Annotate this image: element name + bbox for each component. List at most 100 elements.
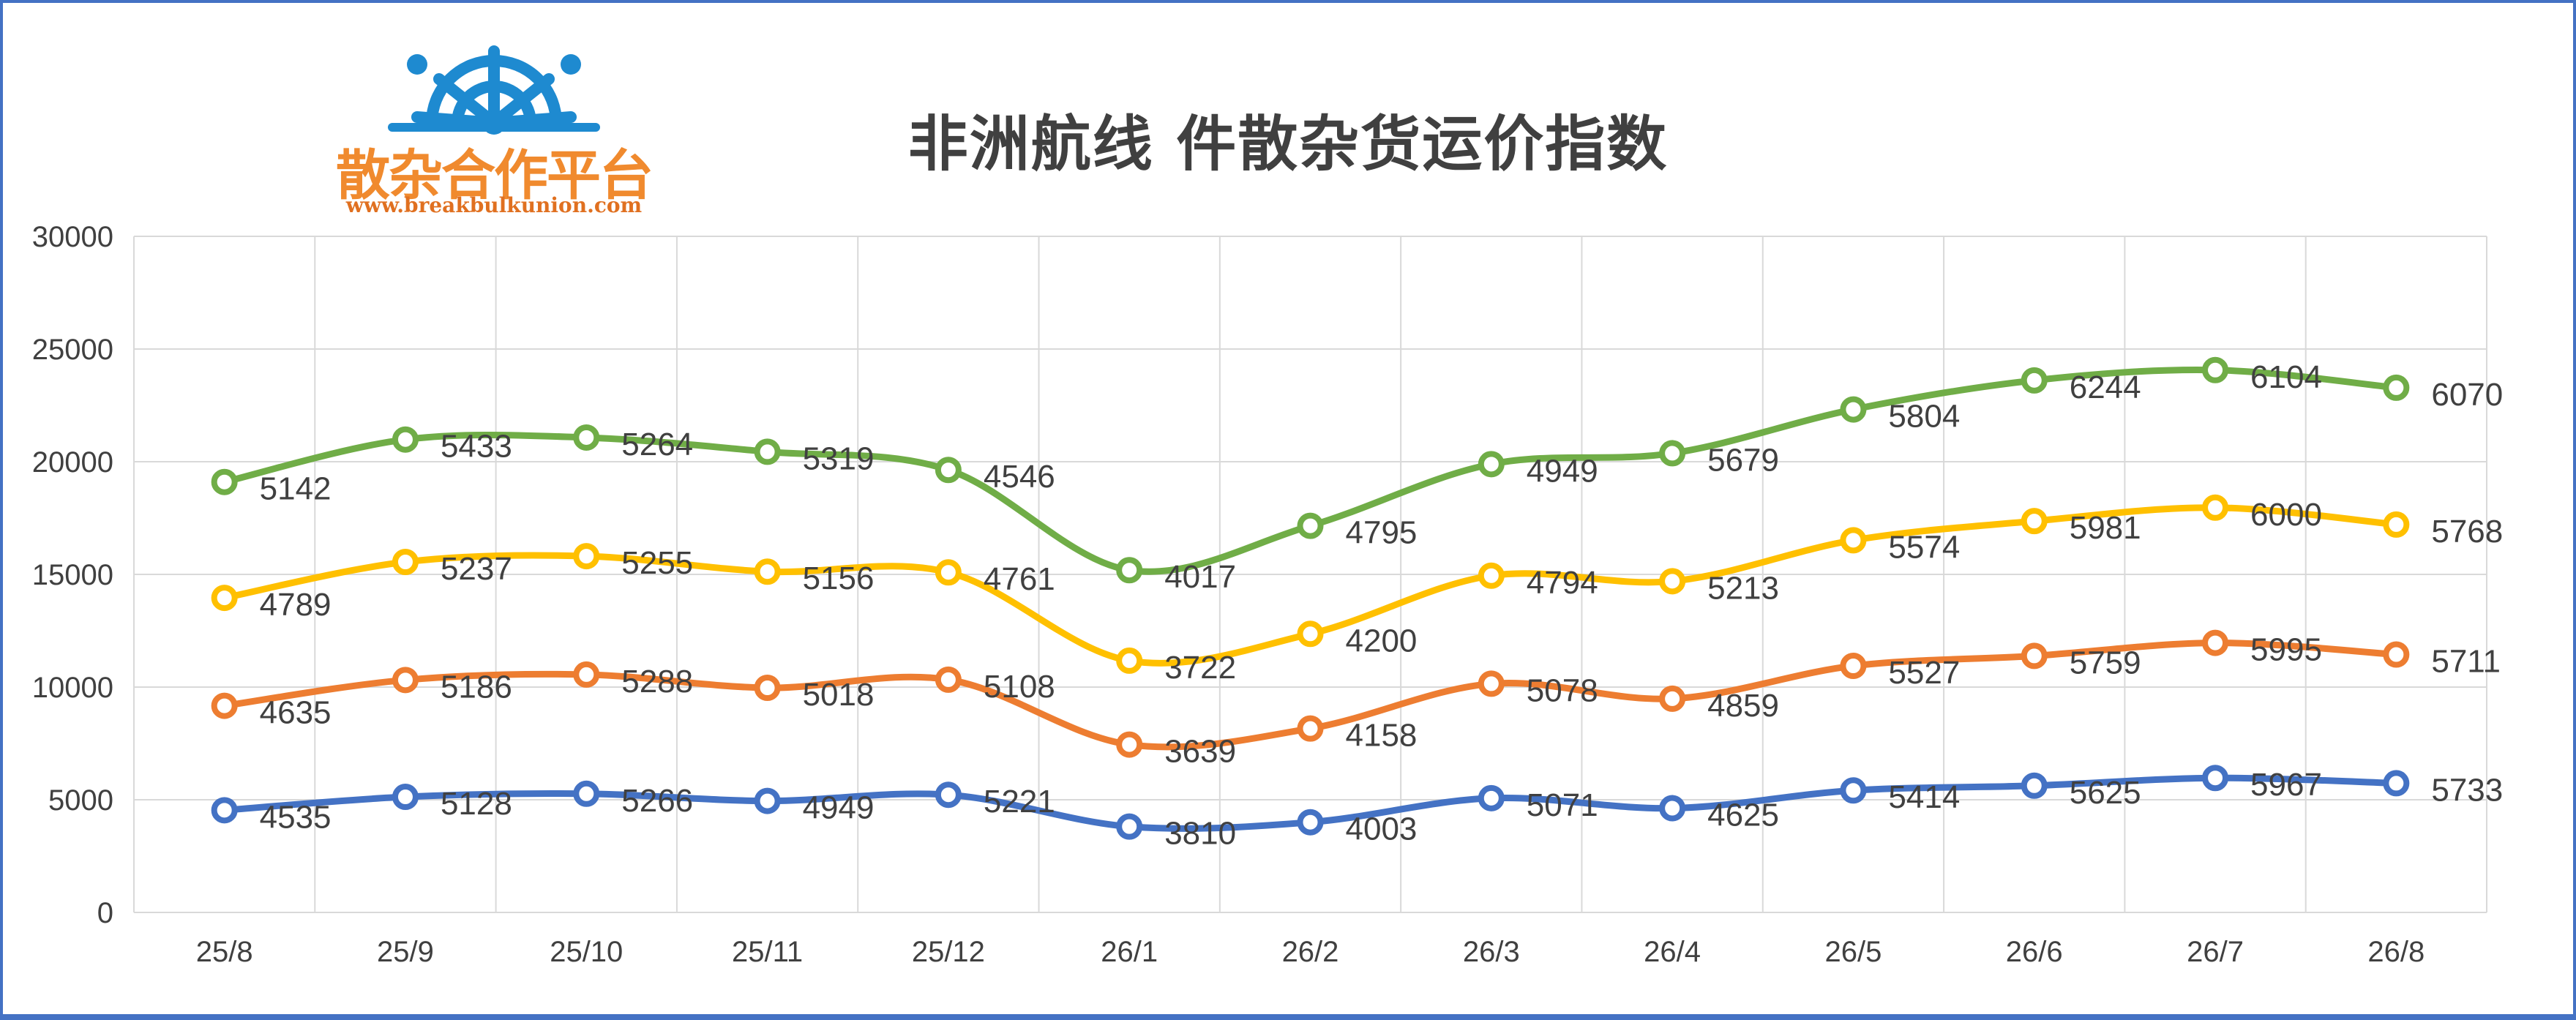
data-label: 6000 [2250, 497, 2322, 533]
data-point [1659, 440, 1686, 467]
data-point [1659, 795, 1686, 822]
data-label: 4635 [260, 695, 332, 731]
data-label: 4949 [803, 790, 875, 826]
data-label: 5213 [1707, 570, 1779, 606]
data-label: 5288 [621, 664, 693, 700]
data-label: 4535 [260, 799, 332, 835]
data-label: 4789 [260, 587, 332, 623]
x-tick-label: 26/3 [1463, 936, 1520, 968]
x-tick-label: 26/5 [1824, 936, 1882, 968]
data-point [1297, 809, 1324, 836]
data-label: 6244 [2070, 370, 2141, 405]
data-point [1116, 731, 1143, 758]
data-point [211, 468, 238, 495]
data-point [2383, 374, 2410, 401]
x-tick-label: 26/1 [1101, 936, 1158, 968]
data-point [392, 426, 419, 453]
x-tick-label: 25/12 [912, 936, 985, 968]
data-label: 5527 [1888, 655, 1960, 691]
data-point [1116, 813, 1143, 840]
x-axis: 25/8 25/9 25/10 25/11 25/12 26/1 26/2 26/3 26/4 2… [196, 936, 2425, 968]
data-label: 5186 [441, 669, 512, 705]
data-label: 5995 [2250, 632, 2322, 668]
data-point [935, 559, 962, 586]
data-point [1478, 562, 1505, 589]
data-label: 4158 [1346, 718, 1418, 754]
data-point [1297, 715, 1324, 742]
data-point [1297, 512, 1324, 539]
data-label: 5237 [441, 551, 512, 587]
data-point [2021, 642, 2048, 670]
x-tick-label: 26/8 [2367, 936, 2425, 968]
y-tick-label: 20000 [32, 446, 113, 479]
data-point [1116, 647, 1143, 674]
data-label: 5981 [2070, 510, 2141, 546]
data-point [2202, 765, 2229, 792]
y-tick-label: 0 [97, 897, 113, 929]
data-label: 5733 [2431, 772, 2503, 808]
data-label: 5018 [803, 677, 875, 713]
series-2 [211, 629, 2410, 758]
data-label: 4017 [1164, 559, 1236, 595]
data-point [392, 549, 419, 576]
series-4 [211, 356, 2410, 584]
data-point [2021, 367, 2048, 394]
data-label: 6070 [2431, 377, 2503, 413]
data-label: 5574 [1888, 529, 1960, 565]
data-point [1659, 685, 1686, 712]
logo-name: 散杂合作平台 [336, 144, 654, 207]
data-label: 5967 [2250, 767, 2322, 803]
ship-wheel-icon [388, 45, 600, 135]
y-axis: 0 5000 10000 15000 20000 25000 30000 [32, 221, 113, 929]
y-tick-label: 10000 [32, 672, 113, 704]
data-point [573, 661, 600, 688]
data-label: 5108 [984, 669, 1055, 705]
x-tick-label: 26/7 [2187, 936, 2244, 968]
data-label: 5768 [2431, 514, 2503, 550]
data-point [573, 424, 600, 451]
y-tick-label: 5000 [48, 784, 113, 817]
chart-title: 非洲航线 件散杂货运价指数 [907, 110, 1669, 179]
data-labels: 4535 5128 5266 4949 5221 3810 4003 5071 4625 5414… [260, 359, 2504, 852]
data-label: 4200 [1346, 623, 1418, 659]
data-label: 5804 [1888, 399, 1960, 435]
data-point [1297, 620, 1324, 648]
x-tick-label: 25/10 [550, 936, 623, 968]
data-point [1840, 653, 1867, 680]
data-label: 4003 [1346, 811, 1418, 847]
data-point [2202, 494, 2229, 521]
x-tick-label: 25/9 [377, 936, 434, 968]
y-tick-label: 30000 [32, 221, 113, 253]
data-point [2021, 508, 2048, 535]
data-point [1478, 784, 1505, 811]
data-point [935, 457, 962, 484]
data-label: 5711 [2431, 644, 2501, 680]
data-point [392, 784, 419, 811]
data-point [1478, 670, 1505, 697]
data-point [1840, 527, 1867, 554]
data-label: 4859 [1707, 688, 1779, 724]
data-label: 5071 [1527, 787, 1598, 823]
data-point [754, 787, 781, 814]
data-point [2383, 641, 2410, 668]
data-point [1840, 777, 1867, 804]
data-point [1478, 451, 1505, 478]
data-label: 5759 [2070, 645, 2141, 680]
x-tick-label: 26/2 [1282, 936, 1339, 968]
data-point [211, 692, 238, 719]
data-label: 5142 [260, 471, 332, 507]
data-point [754, 675, 781, 702]
data-point [392, 667, 419, 694]
data-point [211, 797, 238, 824]
data-point [935, 666, 962, 693]
data-point [1116, 557, 1143, 584]
data-label: 5264 [621, 427, 693, 462]
x-tick-label: 25/11 [732, 936, 803, 968]
data-label: 4546 [984, 459, 1055, 495]
logo-url: www.breakbulkunion.com [345, 193, 643, 217]
data-point [2021, 772, 2048, 799]
data-point [573, 543, 600, 570]
series-group [211, 356, 2410, 840]
data-label: 5433 [441, 429, 512, 465]
